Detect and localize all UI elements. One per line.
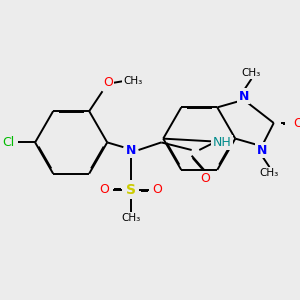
- Text: NH: NH: [213, 136, 231, 149]
- Text: CH₃: CH₃: [242, 68, 261, 78]
- Text: Cl: Cl: [2, 136, 15, 149]
- Text: N: N: [126, 143, 136, 157]
- Text: O: O: [153, 183, 162, 196]
- Text: S: S: [126, 183, 136, 197]
- Text: O: O: [200, 172, 210, 185]
- Text: CH₃: CH₃: [260, 168, 279, 178]
- Text: N: N: [257, 143, 267, 157]
- Text: CH₃: CH₃: [121, 213, 141, 223]
- Text: CH₃: CH₃: [123, 76, 142, 86]
- Text: N: N: [239, 89, 249, 103]
- Text: O: O: [103, 76, 113, 89]
- Text: O: O: [293, 116, 300, 130]
- Text: O: O: [99, 183, 109, 196]
